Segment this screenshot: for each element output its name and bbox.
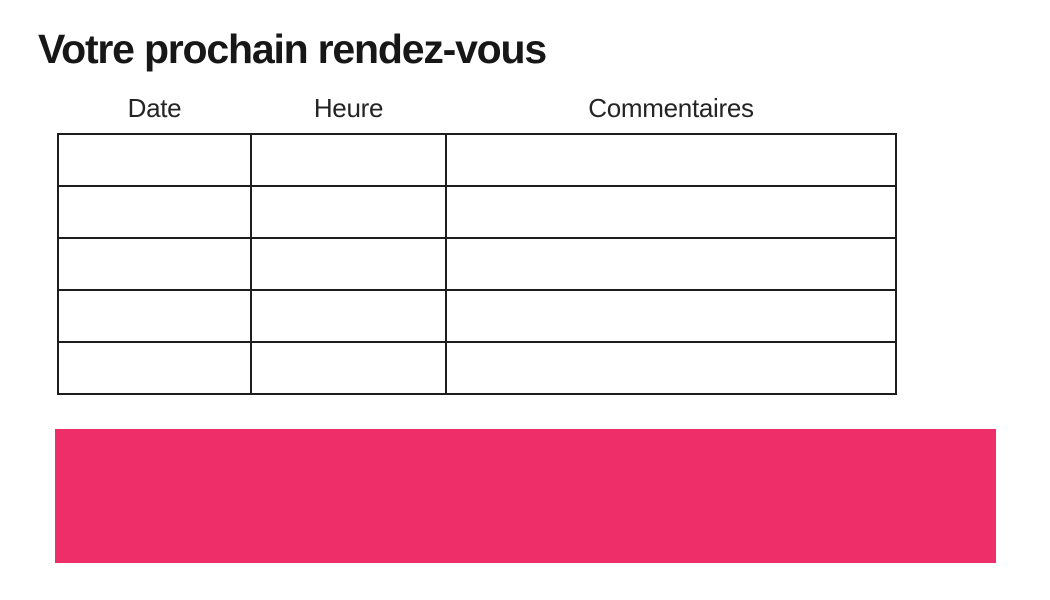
table-cell-heure (250, 341, 447, 395)
table-cell-heure (250, 237, 447, 291)
table-cell-date (57, 341, 252, 395)
column-header-commentaires: Commentaires (588, 93, 754, 123)
highlight-banner (55, 429, 996, 563)
table-cell-date (57, 237, 252, 291)
table-cell-commentaires (445, 237, 897, 291)
table-cell-date (57, 133, 252, 187)
table-cell-commentaires (445, 185, 897, 239)
table-cell-commentaires (445, 133, 897, 187)
page-title: Votre prochain rendez-vous (38, 26, 547, 72)
table-cell-commentaires (445, 289, 897, 343)
table-cell-commentaires (445, 341, 897, 395)
table-cell-date (57, 185, 252, 239)
appointments-table-container: Date Heure Commentaires (57, 92, 897, 395)
column-header-heure: Heure (313, 93, 384, 123)
table-cell-heure (250, 133, 447, 187)
column-header-date: Date (127, 93, 182, 123)
table-row (57, 185, 897, 239)
table-row (57, 133, 897, 187)
table-row (57, 237, 897, 291)
table-cell-heure (250, 185, 447, 239)
table-row (57, 341, 897, 395)
table-row (57, 289, 897, 343)
table-cell-date (57, 289, 252, 343)
table-cell-heure (250, 289, 447, 343)
table-header-row: Date Heure Commentaires (58, 92, 896, 134)
appointments-table: Date Heure Commentaires (57, 92, 897, 395)
